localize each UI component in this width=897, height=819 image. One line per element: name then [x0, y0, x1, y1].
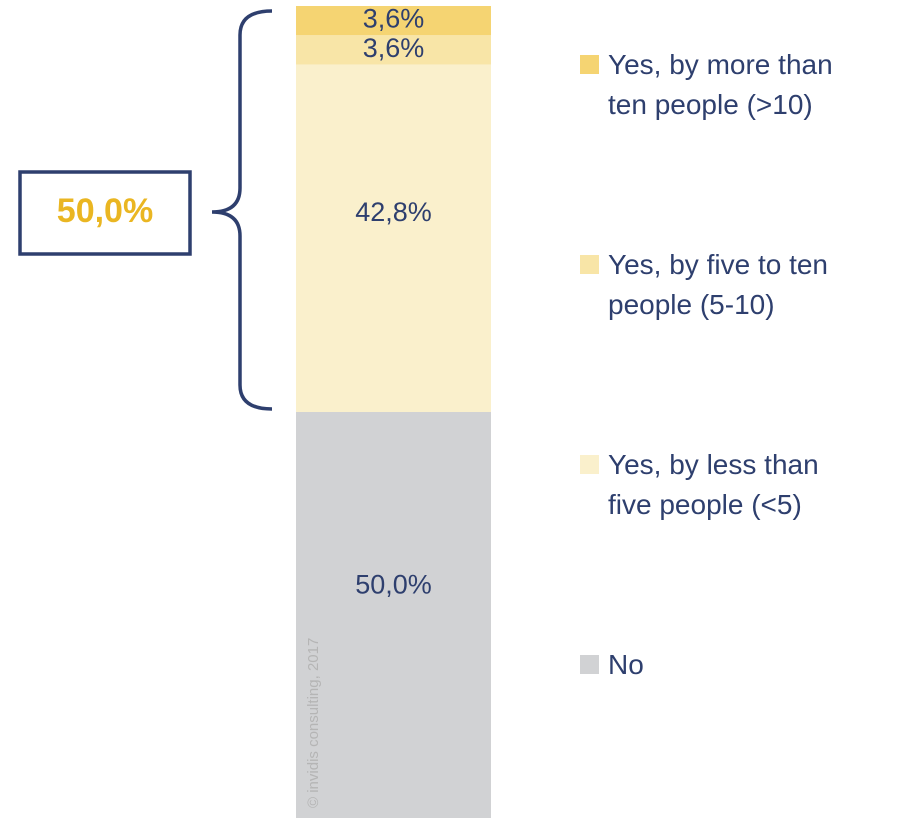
bar-segment-1 — [296, 64, 491, 413]
legend-swatch-3 — [580, 655, 599, 674]
legend-swatch-2 — [580, 455, 599, 474]
bar-segment-3 — [296, 6, 491, 36]
legend-swatch-0 — [580, 55, 599, 74]
brace-bracket — [211, 9, 273, 411]
legend: Yes, by more than ten people (>10) Yes, by… — [580, 49, 833, 680]
yes-total-callout: 50,0% — [18, 9, 273, 411]
bar-segment-0 — [296, 412, 491, 818]
segment-labels: 50,0% 42,8% 3,6%3,6% — [355, 4, 432, 600]
callout-box — [18, 170, 192, 256]
bar-segment-label-0: 50,0% — [355, 570, 432, 600]
legend-swatch-1 — [580, 255, 599, 274]
bar-segment-2 — [296, 35, 491, 65]
legend-label-1: Yes, by five to ten people (5-10) — [608, 249, 828, 320]
callout-value: 50,0% — [57, 192, 153, 230]
bar-segment-label-2: 3,6% — [363, 33, 425, 63]
bar-segment-label-3: 3,6% — [363, 4, 425, 34]
copyright-watermark: © invidis consulting, 2017 — [305, 638, 322, 808]
legend-label-2: Yes, by less than five people (<5) — [608, 449, 819, 520]
bar-segment-label-1: 42,8% — [355, 197, 432, 227]
legend-label-0: Yes, by more than ten people (>10) — [608, 49, 833, 120]
legend-label-3: No — [608, 649, 644, 680]
bar-stack — [296, 6, 491, 818]
